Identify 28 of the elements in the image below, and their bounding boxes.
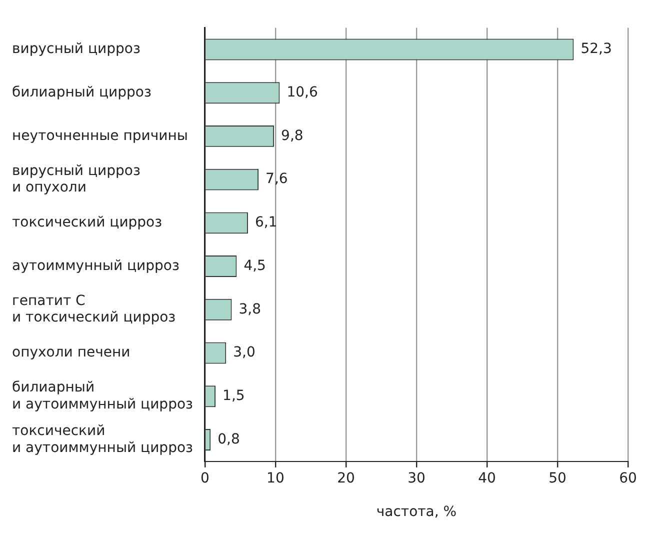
data-label: 1,5 xyxy=(222,388,245,404)
y-tick-label: билиарный и аутоиммунный цирроз xyxy=(12,380,193,412)
data-label: 4,5 xyxy=(244,258,266,274)
data-label: 0,8 xyxy=(218,431,240,448)
data-label: 7,6 xyxy=(266,171,288,188)
x-tick-label: 20 xyxy=(337,470,355,486)
y-tick-label: гепатит С и токсический цирроз xyxy=(12,292,176,326)
y-tick-label: опухоли печени xyxy=(12,344,130,361)
data-label: 3,8 xyxy=(238,301,262,318)
y-tick-label: аутоиммунный цирроз xyxy=(12,258,180,274)
x-tick-label: 30 xyxy=(408,470,426,486)
y-tick-label: неуточненные причины xyxy=(12,128,188,144)
y-tick-label: вирусный цирроз и опухоли xyxy=(12,162,140,196)
data-label: 52,3 xyxy=(580,41,612,58)
x-tick-label: 40 xyxy=(478,470,496,486)
y-tick-label: билиарный цирроз xyxy=(12,84,152,100)
x-tick-label: 0 xyxy=(200,470,210,486)
y-tick-label: токсический цирроз xyxy=(12,214,162,231)
x-tick-label: 60 xyxy=(619,470,637,486)
x-tick-label: 50 xyxy=(548,470,566,486)
data-label: 3,0 xyxy=(233,344,256,361)
data-label: 9,8 xyxy=(281,128,304,144)
x-axis-title: частота, % xyxy=(376,504,457,520)
y-tick-label: токсический и аутоиммунный цирроз xyxy=(12,422,193,456)
y-tick-label: вирусный цирроз xyxy=(12,41,140,58)
data-label: 10,6 xyxy=(286,84,318,100)
data-label: 6,1 xyxy=(254,214,278,231)
x-tick-label: 10 xyxy=(266,470,284,486)
